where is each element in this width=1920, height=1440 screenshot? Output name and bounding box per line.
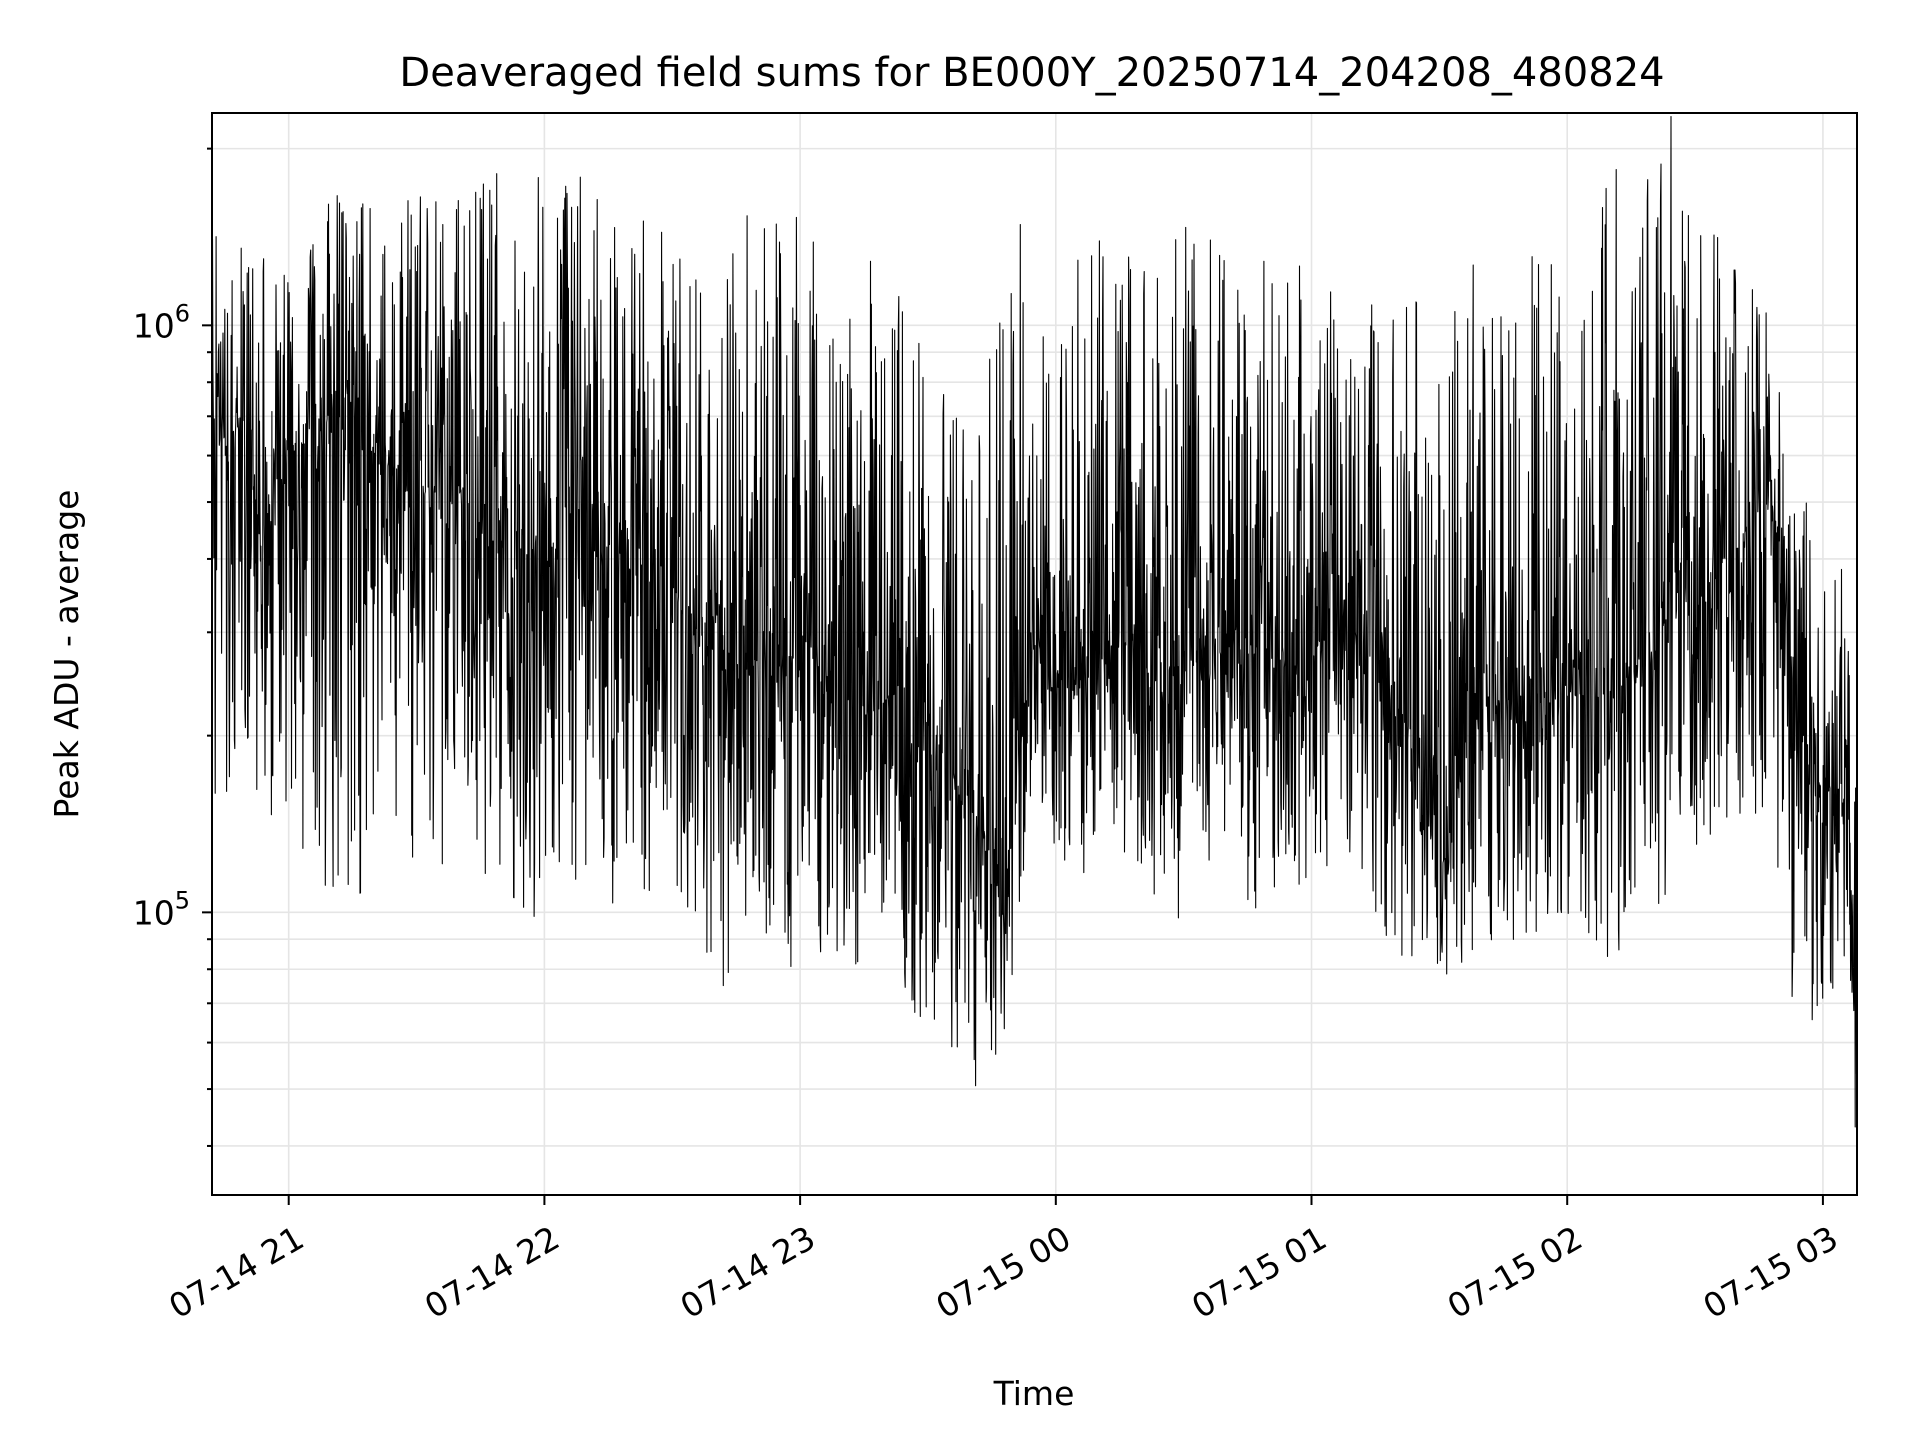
y-tick-exponent: 6 — [175, 299, 190, 327]
grid — [212, 113, 1857, 1195]
plot-area — [211, 112, 1858, 1196]
x-axis-label: Time — [993, 1374, 1075, 1413]
chart-title: Deaveraged field sums for BE000Y_2025071… — [399, 50, 1664, 96]
y-tick-base: 10 — [133, 893, 175, 932]
y-tick-exponent: 5 — [175, 886, 190, 914]
y-axis-label: Peak ADU - average — [47, 490, 86, 819]
series-line-0 — [212, 115, 1857, 1128]
y-tick-base: 10 — [133, 306, 175, 345]
y-tick-label: 105 — [133, 886, 190, 932]
y-tick-label: 106 — [133, 299, 190, 345]
series-layer — [212, 115, 1857, 1128]
